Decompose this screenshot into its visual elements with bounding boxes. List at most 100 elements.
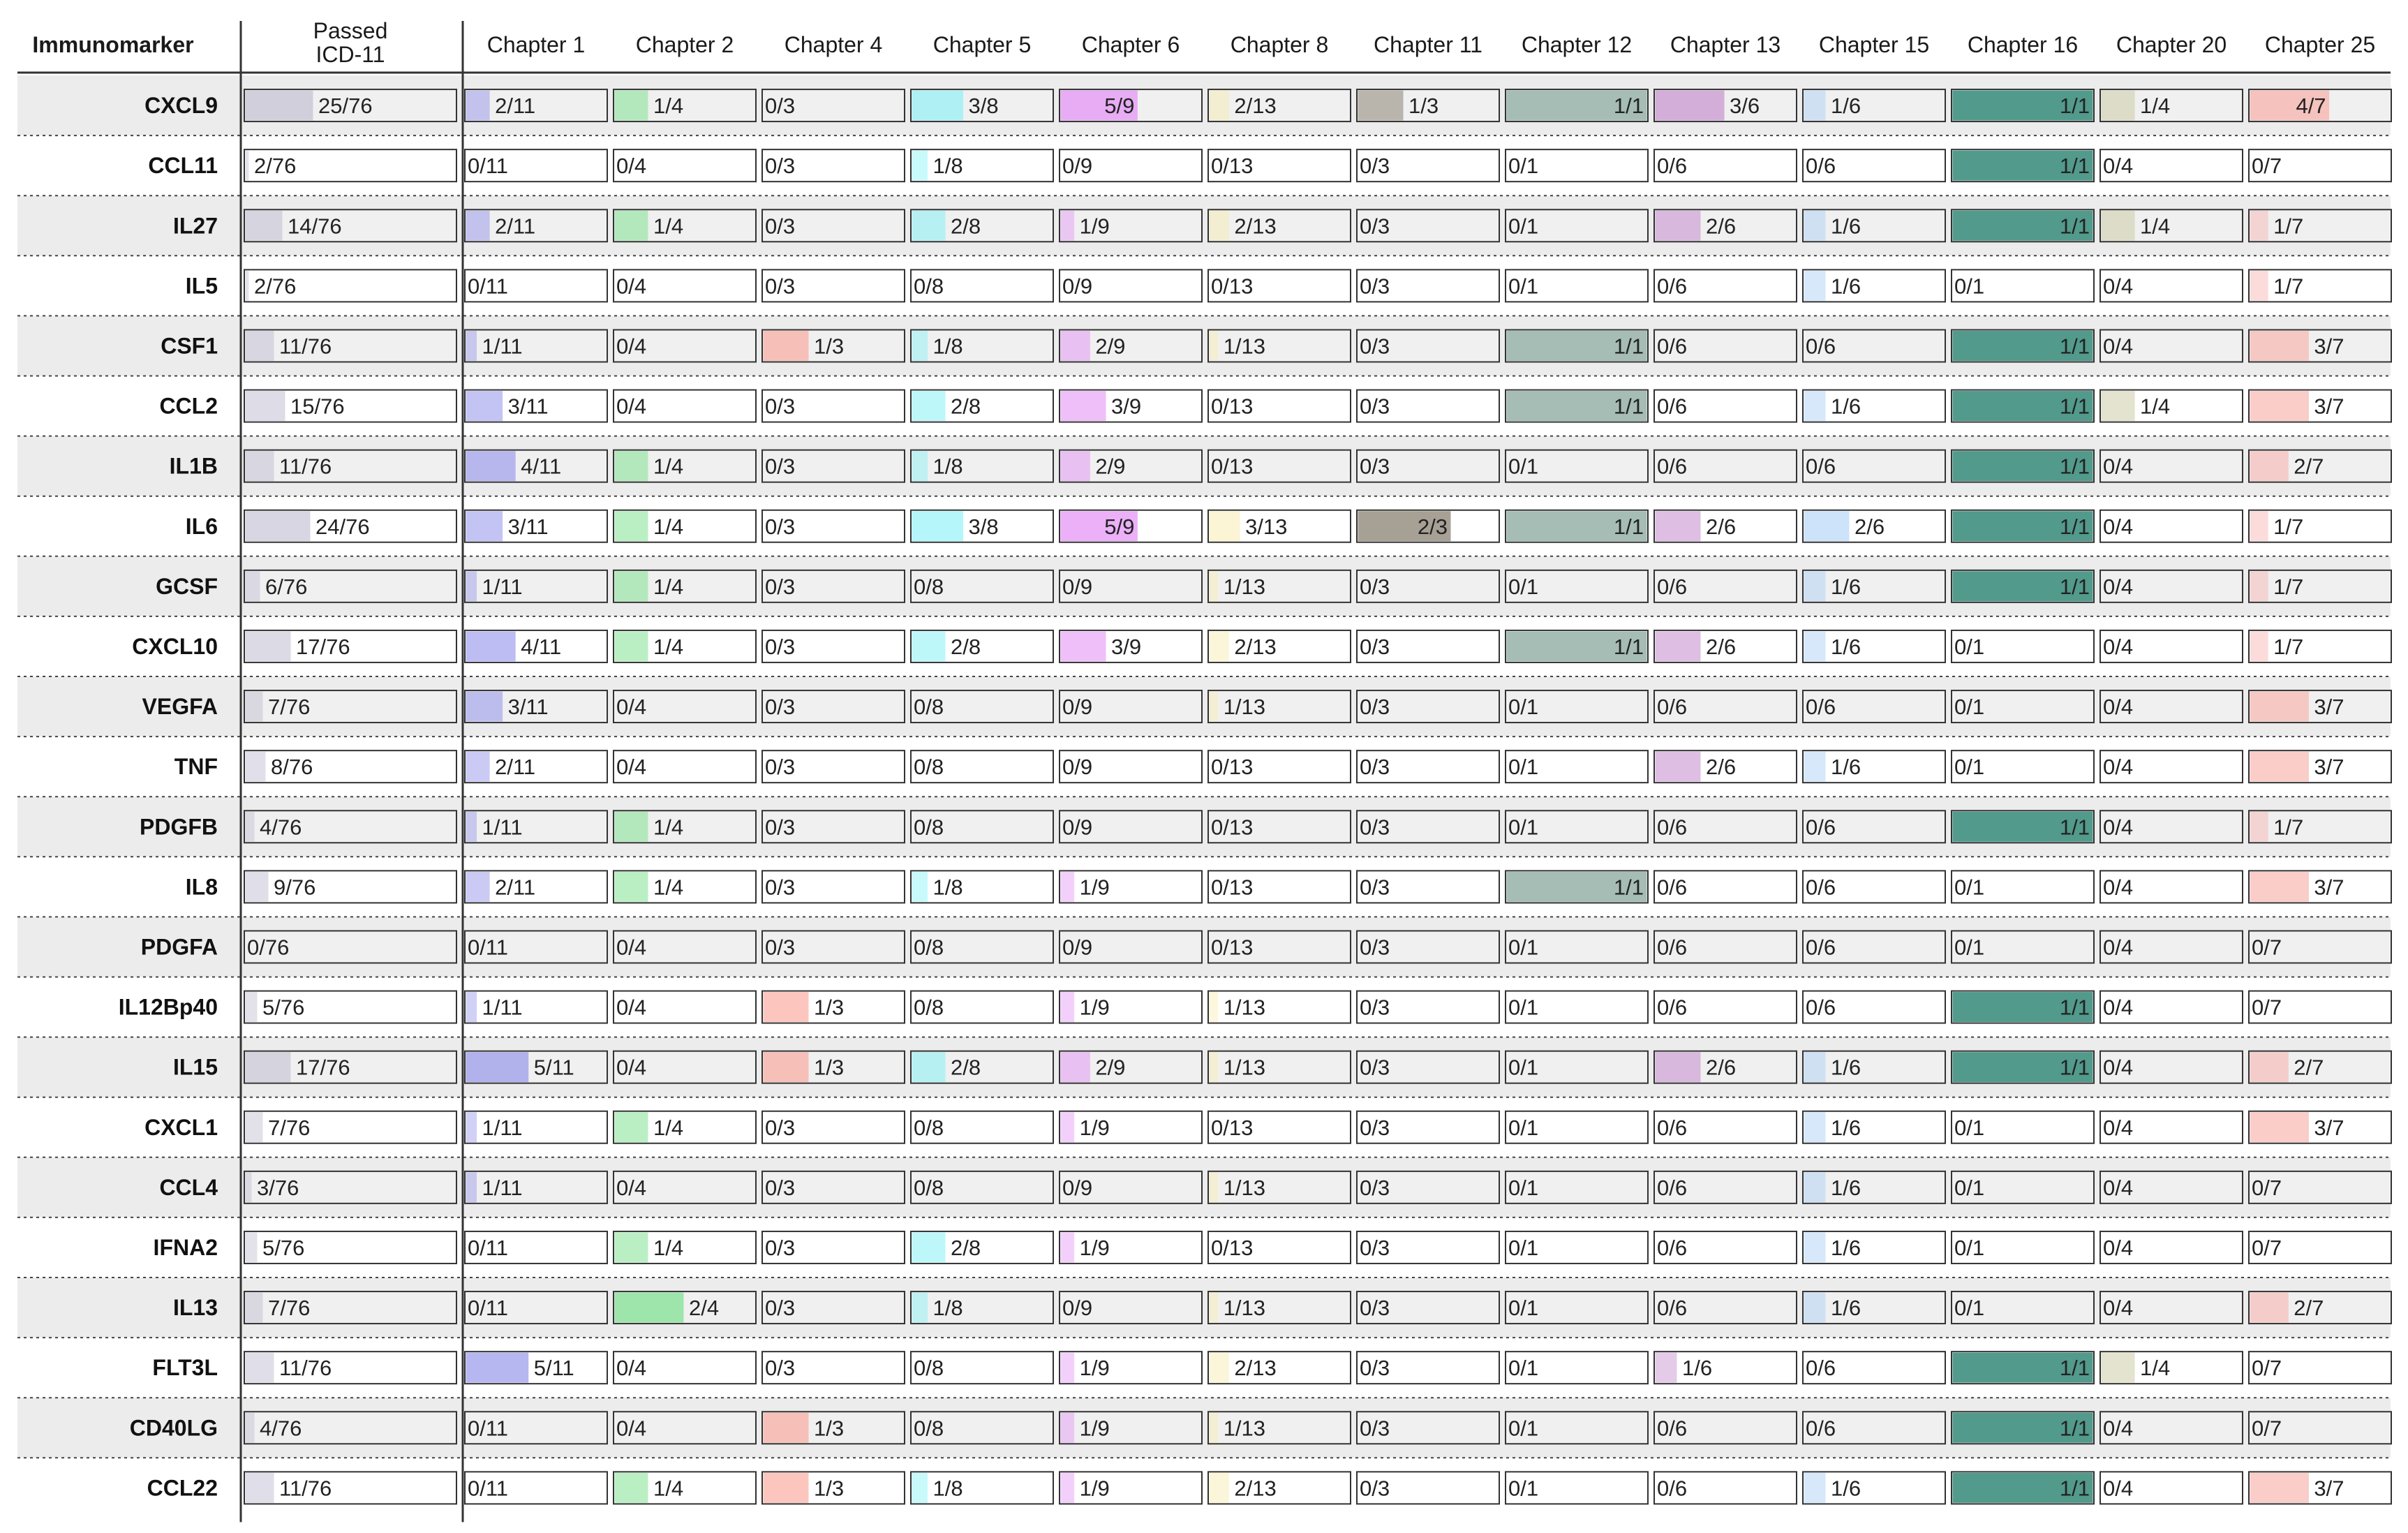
cell-box (2099, 449, 2243, 483)
cell-bar (1804, 751, 1826, 782)
cell-value-label: 1/3 (814, 1476, 844, 1500)
cell-value-label: 0/3 (765, 635, 795, 659)
cell-box (1059, 209, 1203, 243)
cell-box (1802, 269, 1946, 303)
cell-box (1207, 1110, 1351, 1144)
cell-value-label: 2/8 (951, 635, 981, 659)
cell-bar (1952, 1412, 2093, 1443)
cell-box (1505, 1170, 1649, 1204)
cell-box (613, 690, 757, 724)
cell-bar (245, 330, 274, 361)
cell-value-label: 3/11 (508, 394, 549, 419)
cell-box (464, 810, 608, 844)
cell-box (613, 1351, 757, 1385)
cell-box (910, 449, 1054, 483)
cell-bar (1804, 391, 1826, 422)
cell-value-label: 0/4 (616, 274, 646, 298)
cell-bar (1506, 90, 1647, 121)
cell-box (244, 1291, 457, 1325)
cell-value-label: 2/6 (1855, 514, 1885, 539)
cell-bar (245, 871, 269, 902)
cell-value-label: 0/7 (2252, 995, 2282, 1020)
cell-box (2248, 1351, 2392, 1385)
cell-bar (1209, 1412, 1219, 1443)
cell-bar (2250, 691, 2309, 722)
cell-value-label: 1/6 (1831, 394, 1861, 419)
cell-value-label: 0/4 (2103, 995, 2133, 1020)
cell-box (1802, 209, 1946, 243)
cell-value-label: 2/9 (1095, 454, 1125, 479)
cell-value-label: 1/4 (653, 454, 683, 479)
cell-bar (466, 992, 477, 1023)
cell-value-label: 3/7 (2314, 1116, 2344, 1140)
cell-value-label: 5/11 (534, 1056, 574, 1080)
cell-box (1505, 750, 1649, 784)
cell-box (2248, 1230, 2392, 1264)
cell-box (464, 209, 608, 243)
cell-value-label: 1/6 (1831, 94, 1861, 118)
cell-value-label: 17/76 (296, 1056, 350, 1080)
cell-bar (1209, 1052, 1219, 1083)
cell-value-label: 1/4 (653, 514, 683, 539)
cell-value-label: 1/11 (482, 1116, 523, 1140)
cell-box (2099, 509, 2243, 543)
cell-bar (1655, 1052, 1701, 1083)
cell-value-label: 1/7 (2273, 575, 2303, 599)
cell-bar (1060, 1352, 1075, 1383)
cell-value-label: 0/1 (1508, 154, 1538, 178)
cell-value-label: 1/9 (1080, 1236, 1110, 1260)
cell-box (2099, 149, 2243, 183)
cell-value-label: 0/4 (2103, 755, 2133, 779)
cell-value-label: 3/11 (508, 514, 549, 539)
cell-box (2099, 569, 2243, 603)
cell-box (1207, 1230, 1351, 1264)
cell-box (1207, 569, 1351, 603)
row-label-vegfa: VEGFA (142, 694, 218, 719)
cell-bar (245, 210, 283, 241)
cell-bar (466, 330, 477, 361)
cell-box (1356, 329, 1500, 363)
cell-value-label: 1/8 (933, 875, 963, 899)
cell-box (1802, 1291, 1946, 1325)
cell-bar (1952, 451, 2093, 482)
cell-box (613, 1411, 757, 1445)
cell-value-label: 0/4 (2103, 1236, 2133, 1260)
cell-value-label: 0/3 (765, 1356, 795, 1380)
cell-box (1505, 1110, 1649, 1144)
cell-bar (1655, 751, 1701, 782)
cell-box (2099, 870, 2243, 904)
cell-box (1356, 449, 1500, 483)
cell-box (761, 930, 905, 964)
cell-value-label: 0/4 (2103, 635, 2133, 659)
cell-box (1802, 569, 1946, 603)
cell-box (2099, 329, 2243, 363)
cell-value-label: 0/3 (765, 514, 795, 539)
cell-bar (912, 391, 946, 422)
cell-value-label: 0/6 (1806, 334, 1836, 358)
cell-box (1356, 1291, 1500, 1325)
cell-box (1207, 1411, 1351, 1445)
cell-box (2099, 269, 2243, 303)
cell-value-label: 0/13 (1211, 875, 1253, 899)
cell-bar (245, 1172, 252, 1203)
cell-bar (1060, 451, 1090, 482)
cell-value-label: 3/76 (257, 1176, 299, 1200)
cell-bar (245, 511, 311, 542)
cell-value-label: 0/13 (1211, 274, 1253, 298)
cell-value-label: 0/3 (1360, 815, 1390, 839)
cell-bar (1060, 511, 1138, 542)
cell-box (1505, 810, 1649, 844)
cell-value-label: 1/6 (1831, 274, 1861, 298)
cell-box (1356, 1050, 1500, 1084)
cell-bar (1060, 391, 1106, 422)
row-label-il6: IL6 (186, 514, 218, 539)
cell-box (1653, 990, 1797, 1024)
cell-box (1802, 329, 1946, 363)
cell-box (1207, 690, 1351, 724)
cell-bar (2250, 631, 2268, 662)
cell-value-label: 0/3 (1360, 575, 1390, 599)
cell-bar (2250, 1472, 2309, 1503)
cell-value-label: 1/13 (1224, 1176, 1265, 1200)
cell-value-label: 0/1 (1508, 1116, 1538, 1140)
cell-value-label: 0/3 (765, 394, 795, 419)
